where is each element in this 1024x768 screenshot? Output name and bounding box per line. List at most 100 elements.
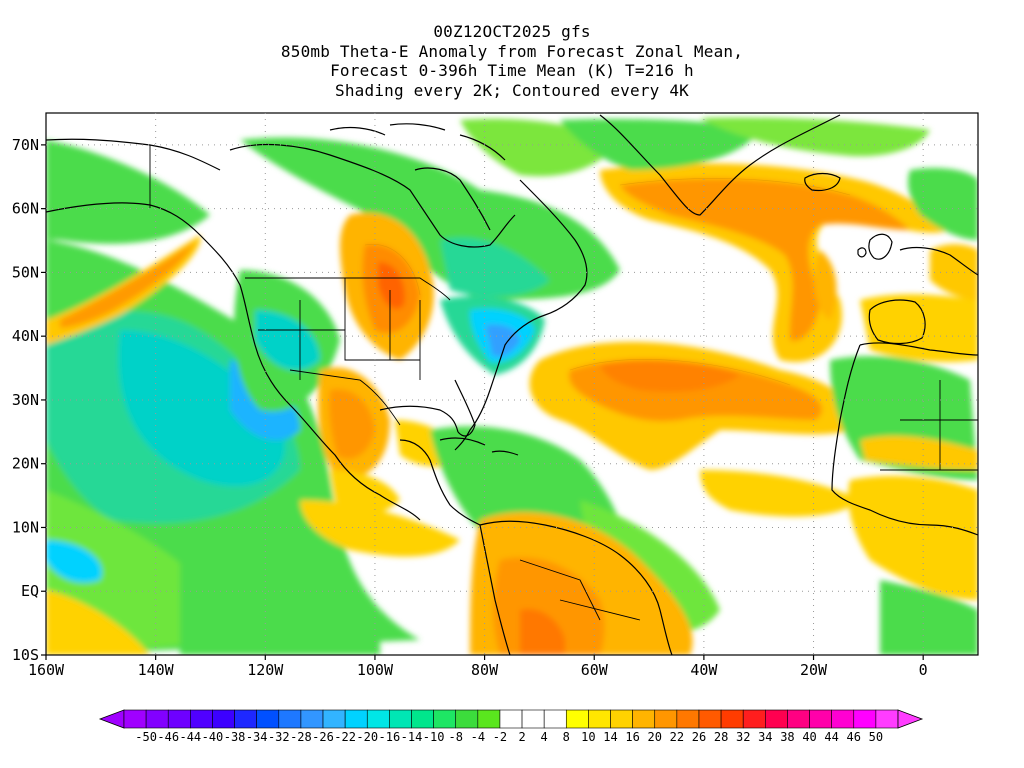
graticule (46, 113, 978, 655)
coastlines (46, 114, 978, 655)
colorbar-label: -44 (179, 730, 201, 744)
colorbar-label: 34 (758, 730, 772, 744)
colorbar-swatch (543, 709, 567, 729)
longitude-label: 120W (247, 661, 284, 679)
latitude-label: 30N (12, 391, 39, 409)
longitude-label: 100W (357, 661, 394, 679)
colorbar-label: 40 (802, 730, 816, 744)
title-line-3: Forecast 0-396h Time Mean (K) T=216 h (330, 61, 694, 80)
colorbar-label: 44 (824, 730, 838, 744)
colorbar-label: -14 (401, 730, 423, 744)
latitude-label: 50N (12, 263, 39, 281)
anomaly-shading (46, 113, 978, 655)
latitude-label: 10S (12, 646, 39, 664)
colorbar-swatch (477, 709, 501, 729)
colorbar-label: -38 (224, 730, 246, 744)
colorbar-label: -50 (135, 730, 157, 744)
colorbar-right-arrow (897, 709, 924, 729)
colorbar-label: 2 (518, 730, 525, 744)
colorbar-swatch (167, 709, 191, 729)
longitude-labels: 160W 140W 120W 100W 80W 60W 40W 20W 0 (28, 655, 928, 679)
colorbar-label: -28 (290, 730, 312, 744)
colorbar-label: -4 (471, 730, 485, 744)
colorbar-label: 46 (847, 730, 861, 744)
colorbar-label: -2 (493, 730, 507, 744)
colorbar-label: -26 (312, 730, 334, 744)
colorbar-swatch (720, 709, 744, 729)
colorbar-label: 8 (563, 730, 570, 744)
longitude-label: 160W (28, 661, 65, 679)
colorbar-swatch (278, 709, 302, 729)
colorbar-label: -8 (448, 730, 462, 744)
latitude-label: 60N (12, 200, 39, 218)
colorbar-label: -20 (356, 730, 378, 744)
map-title-block: 00Z12OCT2025 gfs 850mb Theta-E Anomaly f… (0, 22, 1024, 100)
longitude-label: 40W (690, 661, 718, 679)
colorbar-swatch (123, 709, 147, 729)
colorbar-left-arrow (98, 709, 125, 729)
colorbar-swatch (433, 709, 457, 729)
colorbar-swatch (190, 709, 213, 729)
latitude-label: 40N (12, 327, 39, 345)
political-borders (149, 145, 978, 621)
colorbar-label: 4 (541, 730, 548, 744)
colorbar-label: 20 (648, 730, 662, 744)
latitude-labels: 70N 60N 50N 40N 30N 20N 10N EQ 10S (12, 136, 46, 664)
plot-frame (45, 112, 979, 656)
colorbar-label: 32 (736, 730, 750, 744)
colorbar-swatch (610, 709, 633, 729)
colorbar-swatch (322, 709, 346, 729)
colorbar-label: -32 (268, 730, 290, 744)
colorbar-label: -16 (379, 730, 401, 744)
colorbar-swatch (654, 709, 678, 729)
colorbar-swatch (809, 709, 832, 729)
colorbar-label: -34 (246, 730, 268, 744)
colorbar-swatch (565, 709, 589, 729)
latitude-label: 10N (12, 518, 39, 536)
longitude-label: 140W (138, 661, 175, 679)
colorbar-swatch (588, 709, 611, 729)
latitude-label: 70N (12, 136, 39, 154)
colorbar-label: -40 (202, 730, 224, 744)
title-line-1: 00Z12OCT2025 gfs (433, 22, 591, 41)
latitude-label: 20N (12, 455, 39, 473)
colorbar-label: -10 (423, 730, 445, 744)
colorbar-swatch (676, 709, 700, 729)
colorbar-swatch (212, 709, 235, 729)
title-line-2: 850mb Theta-E Anomaly from Forecast Zona… (280, 41, 744, 61)
colorbar-label: -22 (334, 730, 356, 744)
colorbar-swatch (256, 709, 280, 729)
longitude-label: 0 (919, 661, 928, 679)
colorbar-swatch (300, 709, 324, 729)
colorbar-label: -46 (157, 730, 179, 744)
colorbar-swatch (853, 709, 877, 729)
colorbar-swatch (344, 709, 368, 729)
colorbar-label: 16 (625, 730, 639, 744)
colorbar-swatch (455, 709, 479, 729)
colorbar-label: 26 (692, 730, 706, 744)
colorbar-swatch (234, 709, 257, 729)
colorbar-swatch (145, 709, 169, 729)
colorbar-swatch (499, 709, 523, 729)
colorbar-swatch (831, 709, 855, 729)
colorbar-swatch (389, 709, 412, 729)
colorbar-swatch (698, 709, 722, 729)
colorbar-swatch (787, 709, 810, 729)
colorbar-label: 10 (581, 730, 595, 744)
longitude-label: 60W (581, 661, 609, 679)
title-line-4: Shading every 2K; Contoured every 4K (335, 80, 689, 100)
colorbar-label: 22 (670, 730, 684, 744)
colorbar: -50 -46 -44 -40 -38 -34 -32 -28 -26 -22 -20 -16 -14-… (98, 709, 924, 744)
latitude-label: EQ (21, 582, 39, 600)
colorbar-swatch (765, 709, 788, 729)
colorbar-swatch (521, 709, 545, 729)
longitude-label: 80W (471, 661, 499, 679)
colorbar-swatch (742, 709, 766, 729)
longitude-label: 20W (800, 661, 828, 679)
colorbar-label: 14 (603, 730, 617, 744)
colorbar-swatch (632, 709, 656, 729)
colorbar-swatch (875, 709, 899, 729)
colorbar-swatch (366, 709, 390, 729)
colorbar-label: 50 (869, 730, 883, 744)
